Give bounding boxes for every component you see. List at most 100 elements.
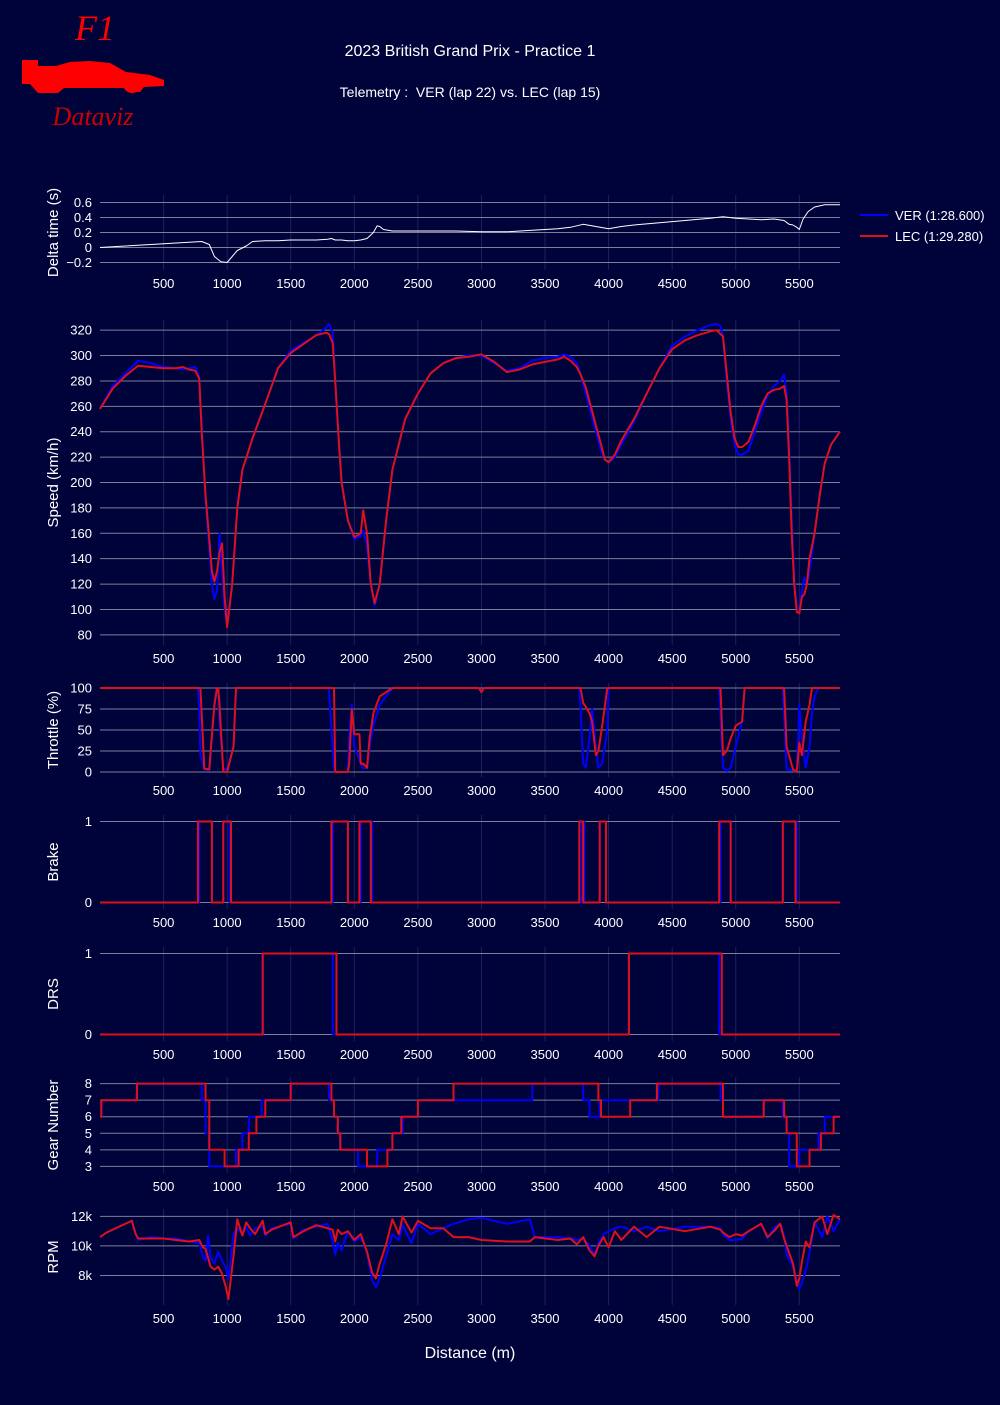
x-tick-label: 1500 <box>276 276 305 291</box>
x-tick-label: 3000 <box>467 915 496 930</box>
series-line-gear-ver <box>100 1082 840 1168</box>
x-tick-label: 4000 <box>594 1179 623 1194</box>
x-tick-label: 3500 <box>531 1311 560 1326</box>
y-tick-label: 80 <box>78 627 92 642</box>
y-tick-label: 12k <box>71 1209 92 1224</box>
y-tick-label: 200 <box>70 475 92 490</box>
series-line-brake-lec <box>100 820 840 904</box>
x-tick-label: 5000 <box>721 1179 750 1194</box>
x-tick-label: 2500 <box>403 783 432 798</box>
y-axis-label-rpm: RPM <box>45 1240 62 1273</box>
legend: VER (1:28.600) LEC (1:29.280) <box>860 208 985 244</box>
x-tick-label: 1500 <box>276 1179 305 1194</box>
x-tick-label: 4500 <box>658 915 687 930</box>
x-tick-label: 4500 <box>658 1047 687 1062</box>
x-tick-label: 1000 <box>213 783 242 798</box>
x-tick-label: 3500 <box>531 915 560 930</box>
x-tick-label: 1500 <box>276 915 305 930</box>
y-tick-label: −0.2 <box>66 255 92 270</box>
logo: F1 Dataviz <box>22 8 164 131</box>
y-tick-label: 50 <box>78 723 92 738</box>
x-tick-label: 1500 <box>276 1311 305 1326</box>
panel-delta: −0.200.20.40.6 500 1000 1500 2000 2500 3000 350… <box>45 188 840 291</box>
x-tick-label: 2500 <box>403 1047 432 1062</box>
y-axis-label-speed: Speed (km/h) <box>45 437 62 527</box>
logo-dataviz-text: Dataviz <box>52 102 134 131</box>
logo-car-rear-wheel-icon <box>123 75 141 93</box>
x-tick-label: 500 <box>153 783 175 798</box>
x-tick-label: 3000 <box>467 783 496 798</box>
x-tick-label: 3000 <box>467 1047 496 1062</box>
x-tick-label: 2000 <box>340 1047 369 1062</box>
x-tick-label: 3500 <box>531 1047 560 1062</box>
y-tick-label: 5 <box>85 1126 92 1141</box>
y-axis-label-delta: Delta time (s) <box>45 188 62 277</box>
x-tick-label: 3500 <box>531 1179 560 1194</box>
x-tick-label: 3500 <box>531 783 560 798</box>
x-tick-label: 3500 <box>531 276 560 291</box>
x-tick-label: 2000 <box>340 651 369 666</box>
y-tick-label: 320 <box>70 323 92 338</box>
y-tick-label: 75 <box>78 702 92 717</box>
y-tick-label: 0.4 <box>74 210 92 225</box>
y-tick-label: 100 <box>70 681 92 696</box>
y-tick-label: 1 <box>85 814 92 829</box>
x-tick-label: 5000 <box>721 1047 750 1062</box>
y-tick-label: 7 <box>85 1093 92 1108</box>
x-tick-label: 3000 <box>467 1311 496 1326</box>
series-line-drs-ver <box>100 952 840 1036</box>
y-tick-label: 25 <box>78 743 92 758</box>
x-tick-label: 500 <box>153 276 175 291</box>
panel-throttle: 0 25 50 75 100 500 1000 1500 2000 2500 3000 3500 400… <box>45 681 840 798</box>
y-tick-label: 6 <box>85 1109 92 1124</box>
chart-title: 2023 British Grand Prix - Practice 1 <box>345 43 596 60</box>
x-tick-label: 5500 <box>785 276 814 291</box>
y-tick-label: 220 <box>70 450 92 465</box>
x-tick-label: 2000 <box>340 1311 369 1326</box>
y-tick-label: 280 <box>70 373 92 388</box>
x-tick-label: 1000 <box>213 1047 242 1062</box>
y-tick-label: 100 <box>70 602 92 617</box>
y-tick-label: 240 <box>70 424 92 439</box>
x-tick-label: 4000 <box>594 915 623 930</box>
x-tick-label: 5000 <box>721 651 750 666</box>
panel-gear: 3 45 67 8 500 1000 1500 2000 2500 3000 3500 4000 450… <box>45 1076 840 1194</box>
y-tick-label: 140 <box>70 551 92 566</box>
x-tick-label: 3000 <box>467 276 496 291</box>
y-tick-label: 0 <box>85 240 92 255</box>
y-tick-label: 260 <box>70 399 92 414</box>
x-tick-label: 3000 <box>467 1179 496 1194</box>
x-tick-label: 2500 <box>403 1311 432 1326</box>
panel-speed: 80 100 120 140 160 180 200 220 240 260 280 300 320 50… <box>45 320 841 666</box>
x-tick-label: 5500 <box>785 1047 814 1062</box>
x-tick-label: 4000 <box>594 276 623 291</box>
x-tick-label: 5500 <box>785 651 814 666</box>
x-tick-label: 500 <box>153 1179 175 1194</box>
series-line-gear-lec <box>100 1082 840 1168</box>
y-tick-label: 180 <box>70 500 92 515</box>
x-tick-label: 1500 <box>276 1047 305 1062</box>
y-tick-label: 10k <box>71 1238 92 1253</box>
y-tick-label: 0 <box>85 764 92 779</box>
series-line-rpm-ver <box>99 1215 841 1290</box>
x-tick-label: 4000 <box>594 783 623 798</box>
x-tick-label: 4500 <box>658 1311 687 1326</box>
chart-subtitle: Telemetry : VER (lap 22) vs. LEC (lap 15… <box>340 84 601 100</box>
x-tick-label: 5000 <box>721 1311 750 1326</box>
x-tick-label: 2500 <box>403 915 432 930</box>
series-line-speed-ver <box>99 322 841 626</box>
x-tick-label: 5000 <box>721 783 750 798</box>
logo-f1-text: F1 <box>74 8 115 48</box>
x-tick-label: 5000 <box>721 276 750 291</box>
x-tick-label: 5500 <box>785 1179 814 1194</box>
x-tick-label: 500 <box>153 1047 175 1062</box>
x-tick-label: 1500 <box>276 783 305 798</box>
x-tick-label: 1000 <box>213 651 242 666</box>
y-tick-label: 0 <box>85 895 92 910</box>
x-tick-label: 5000 <box>721 915 750 930</box>
y-axis-label-brake: Brake <box>45 842 62 881</box>
y-tick-label: 0.6 <box>74 195 92 210</box>
x-tick-label: 4500 <box>658 651 687 666</box>
